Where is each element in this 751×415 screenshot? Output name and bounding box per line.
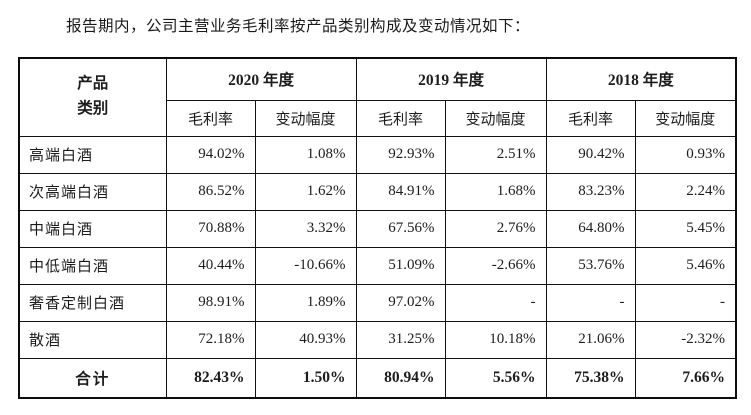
value-cell: 0.93% bbox=[634, 135, 737, 174]
value-cell: -2.66% bbox=[444, 246, 547, 285]
value-cell: 10.18% bbox=[444, 320, 547, 359]
category-cell: 散酒 bbox=[18, 320, 167, 359]
category-cell: 高端白酒 bbox=[18, 135, 167, 174]
gross-margin-by-product-table: 产品 类别 2020 年度 2019 年度 2018 年度 毛利率 变动幅度 毛… bbox=[18, 57, 738, 399]
category-cell: 奢香定制白酒 bbox=[18, 283, 167, 322]
value-cell: 94.02% bbox=[165, 135, 256, 174]
value-cell: 51.09% bbox=[355, 246, 446, 285]
value-cell: 53.76% bbox=[545, 246, 636, 285]
value-cell: 31.25% bbox=[355, 320, 446, 359]
total-value-cell: 75.38% bbox=[545, 357, 636, 399]
value-cell: 2.51% bbox=[444, 135, 547, 174]
col-header-product-category: 产品 类别 bbox=[18, 57, 167, 137]
total-row: 合计 82.43% 1.50% 80.94% 5.56% 75.38% 7.66… bbox=[18, 357, 737, 399]
value-cell: - bbox=[545, 283, 636, 322]
value-cell: 92.93% bbox=[355, 135, 446, 174]
value-cell: 5.46% bbox=[634, 246, 737, 285]
category-cell: 中低端白酒 bbox=[18, 246, 167, 285]
value-cell: -10.66% bbox=[254, 246, 357, 285]
category-cell: 中端白酒 bbox=[18, 209, 167, 248]
table-row: 散酒 72.18% 40.93% 31.25% 10.18% 21.06% -2… bbox=[18, 320, 737, 359]
value-cell: 98.91% bbox=[165, 283, 256, 322]
subheader-2019-margin: 毛利率 bbox=[355, 99, 446, 137]
value-cell: 86.52% bbox=[165, 172, 256, 211]
subheader-2020-change: 变动幅度 bbox=[254, 99, 357, 137]
value-cell: 97.02% bbox=[355, 283, 446, 322]
value-cell: 3.32% bbox=[254, 209, 357, 248]
product-category-label-line1: 产品 bbox=[77, 75, 109, 93]
header-sub-row: 毛利率 变动幅度 毛利率 变动幅度 毛利率 变动幅度 bbox=[19, 99, 737, 137]
year-header-2020: 2020 年度 bbox=[165, 57, 357, 101]
table-row: 中低端白酒 40.44% -10.66% 51.09% -2.66% 53.76… bbox=[18, 246, 737, 285]
category-cell: 次高端白酒 bbox=[18, 172, 167, 211]
value-cell: 84.91% bbox=[355, 172, 446, 211]
year-header-2019: 2019 年度 bbox=[355, 57, 547, 101]
value-cell: 83.23% bbox=[545, 172, 636, 211]
subheader-2019-change: 变动幅度 bbox=[444, 99, 547, 137]
total-label-cell: 合计 bbox=[18, 357, 167, 399]
total-value-cell: 80.94% bbox=[355, 357, 446, 399]
header-year-row: 产品 类别 2020 年度 2019 年度 2018 年度 bbox=[18, 57, 737, 137]
value-cell: 1.68% bbox=[444, 172, 547, 211]
value-cell: 67.56% bbox=[355, 209, 446, 248]
value-cell: 1.89% bbox=[254, 283, 357, 322]
total-value-cell: 1.50% bbox=[254, 357, 357, 399]
value-cell: 40.93% bbox=[254, 320, 357, 359]
subheader-2018-change: 变动幅度 bbox=[634, 99, 737, 137]
total-value-cell: 5.56% bbox=[444, 357, 547, 399]
value-cell: 70.88% bbox=[165, 209, 256, 248]
value-cell: 1.62% bbox=[254, 172, 357, 211]
table-row: 中端白酒 70.88% 3.32% 67.56% 2.76% 64.80% 5.… bbox=[18, 209, 737, 248]
value-cell: - bbox=[444, 283, 547, 322]
value-cell: 64.80% bbox=[545, 209, 636, 248]
value-cell: 72.18% bbox=[165, 320, 256, 359]
table-row: 次高端白酒 86.52% 1.62% 84.91% 1.68% 83.23% 2… bbox=[18, 172, 737, 211]
value-cell: 90.42% bbox=[545, 135, 636, 174]
value-cell: 40.44% bbox=[165, 246, 256, 285]
value-cell: 5.45% bbox=[634, 209, 737, 248]
value-cell: - bbox=[634, 283, 737, 322]
product-category-label-line2: 类别 bbox=[77, 100, 109, 118]
value-cell: -2.32% bbox=[634, 320, 737, 359]
value-cell: 2.76% bbox=[444, 209, 547, 248]
table-row: 奢香定制白酒 98.91% 1.89% 97.02% - - - bbox=[18, 283, 737, 322]
year-header-2018: 2018 年度 bbox=[545, 57, 737, 101]
table-row: 高端白酒 94.02% 1.08% 92.93% 2.51% 90.42% 0.… bbox=[18, 135, 737, 174]
subheader-2020-margin: 毛利率 bbox=[165, 99, 256, 137]
value-cell: 1.08% bbox=[254, 135, 357, 174]
subheader-2018-margin: 毛利率 bbox=[545, 99, 636, 137]
value-cell: 21.06% bbox=[545, 320, 636, 359]
value-cell: 2.24% bbox=[634, 172, 737, 211]
total-value-cell: 82.43% bbox=[165, 357, 256, 399]
total-value-cell: 7.66% bbox=[634, 357, 737, 399]
section-intro-text: 报告期内，公司主营业务毛利率按产品类别构成及变动情况如下： bbox=[66, 18, 531, 35]
